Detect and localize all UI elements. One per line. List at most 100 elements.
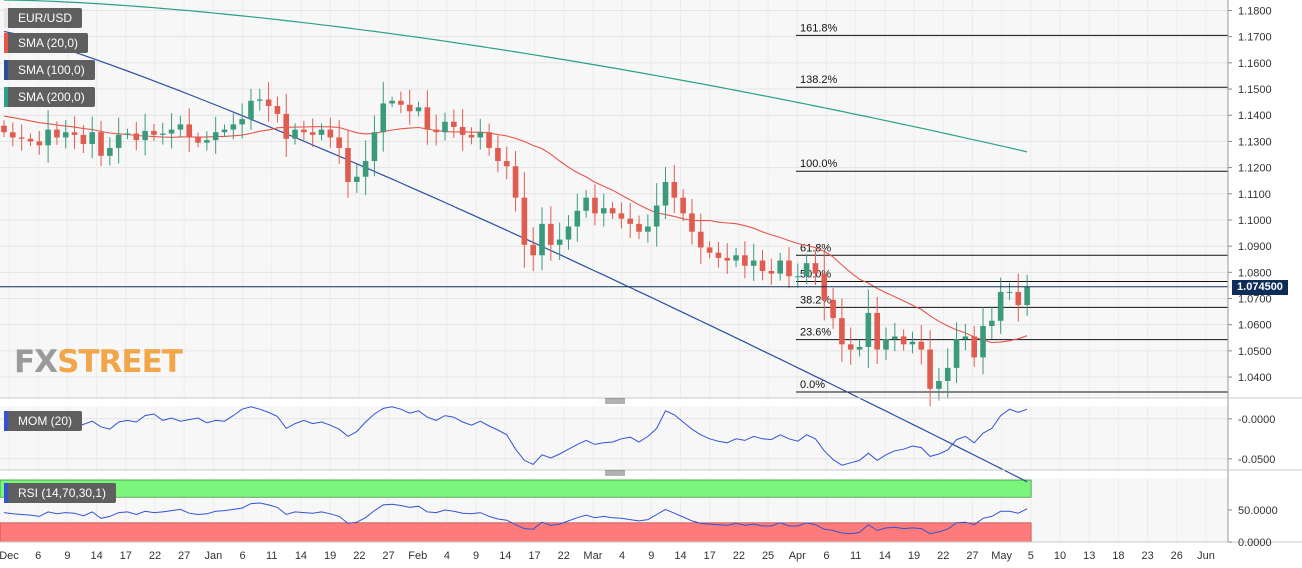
rsi-legend[interactable]: RSI (14,70,30,1): [4, 483, 117, 503]
x-tick-label: 14: [674, 550, 686, 562]
candle-body: [133, 133, 140, 141]
panel-resize-handles[interactable]: [605, 398, 625, 476]
x-tick-label: Jun: [1197, 550, 1215, 562]
candle-bearish: [486, 123, 492, 156]
x-tick-label: 27: [966, 550, 978, 562]
main-panel-resize-handle[interactable]: [605, 398, 625, 404]
x-tick-label: 22: [733, 550, 745, 562]
sma200-swatch: [4, 87, 8, 107]
main-y-tick-label: 1.1600: [1238, 58, 1272, 70]
candle-bearish: [768, 258, 775, 285]
main-y-tick-label: 1.1400: [1238, 110, 1272, 122]
candle-bearish: [195, 132, 201, 148]
candle-bullish: [362, 140, 369, 196]
candle-body: [54, 129, 60, 138]
candle-body: [168, 129, 175, 134]
sma100-legend[interactable]: SMA (100,0): [4, 60, 95, 80]
candle-bearish: [345, 130, 351, 198]
candle-body: [724, 257, 731, 261]
candle-body: [398, 100, 404, 105]
mom-y-tick-label: -0.0000: [1238, 414, 1275, 426]
x-tick-label: 4: [444, 550, 450, 562]
instrument-label[interactable]: EUR/USD: [4, 8, 83, 28]
sma20-legend[interactable]: SMA (20,0): [4, 33, 89, 53]
candle-bearish: [98, 120, 104, 167]
candle-body: [812, 263, 819, 274]
candle-bearish: [451, 109, 457, 138]
candle-bearish: [592, 184, 598, 226]
candle-body: [671, 181, 678, 198]
candle-bearish: [786, 247, 792, 289]
candle-bullish: [583, 189, 589, 218]
x-tick-label: 23: [1141, 550, 1153, 562]
candle-body: [345, 147, 351, 182]
candle-bearish: [609, 201, 616, 219]
rsi-zones: [0, 479, 1032, 543]
sma100-line: [3, 30, 1028, 483]
candle-bullish: [256, 88, 263, 111]
candle-body: [883, 339, 889, 350]
candlesticks: [1, 81, 1030, 407]
candle-bullish: [750, 243, 757, 281]
candle-bearish: [900, 329, 907, 351]
candle-bullish: [354, 164, 360, 193]
momentum-legend[interactable]: MOM (20): [4, 411, 82, 431]
candle-bullish: [574, 193, 581, 242]
candle-body: [856, 346, 863, 350]
candle-bearish: [671, 165, 678, 213]
main-panel-bg: [0, 0, 1228, 398]
candle-bullish: [415, 101, 422, 117]
candle-bearish: [839, 298, 845, 362]
x-tick-label: 27: [382, 550, 394, 562]
candle-body: [389, 100, 395, 104]
candle-body: [71, 132, 78, 135]
sma200-legend[interactable]: SMA (200,0): [4, 87, 95, 107]
candle-body: [406, 104, 413, 112]
candle-bearish: [283, 93, 290, 157]
candle-bearish: [706, 241, 713, 259]
x-tick-label: 22: [149, 550, 161, 562]
candle-body: [839, 318, 845, 345]
gridlines: [0, 0, 1228, 542]
candle-bullish: [292, 123, 298, 145]
candle-bearish: [301, 120, 307, 141]
candle-bullish: [62, 120, 69, 149]
candle-body: [556, 239, 563, 245]
candle-body: [10, 132, 16, 138]
candle-bearish: [27, 133, 34, 147]
candle-bearish: [1015, 273, 1022, 322]
candle-body: [759, 260, 766, 272]
candle-body: [495, 147, 501, 162]
candle-body: [936, 380, 942, 389]
x-tick-label: 6: [823, 550, 829, 562]
moving-averages: [3, 0, 1028, 483]
candle-bearish: [971, 325, 977, 367]
candle-body: [689, 213, 695, 232]
fib-label: 138.2%: [800, 74, 838, 86]
mom-panel-resize-handle[interactable]: [605, 470, 625, 476]
candle-bearish: [36, 130, 43, 155]
candle-bullish: [204, 131, 210, 151]
candle-body: [962, 336, 969, 340]
momentum-line: [3, 406, 1028, 466]
candle-bullish: [168, 113, 175, 149]
candle-bullish: [565, 215, 572, 250]
candle-body: [265, 99, 272, 107]
candle-body: [1006, 291, 1013, 293]
candle-bearish: [742, 241, 748, 279]
candle-bullish: [230, 113, 237, 140]
candle-body: [795, 276, 801, 278]
x-tick-label: 9: [648, 550, 654, 562]
candle-bearish: [495, 135, 501, 173]
candle-body: [204, 140, 210, 143]
candle-bearish: [274, 96, 281, 123]
x-tick-label: 26: [1171, 550, 1183, 562]
candle-bullish: [107, 137, 113, 166]
candle-bullish: [556, 222, 563, 261]
candle-bullish: [892, 322, 898, 352]
candle-body: [36, 141, 43, 146]
candle-body: [354, 176, 360, 182]
candle-bearish: [697, 213, 704, 264]
candle-bearish: [1, 120, 7, 138]
candle-bullish: [159, 122, 166, 145]
